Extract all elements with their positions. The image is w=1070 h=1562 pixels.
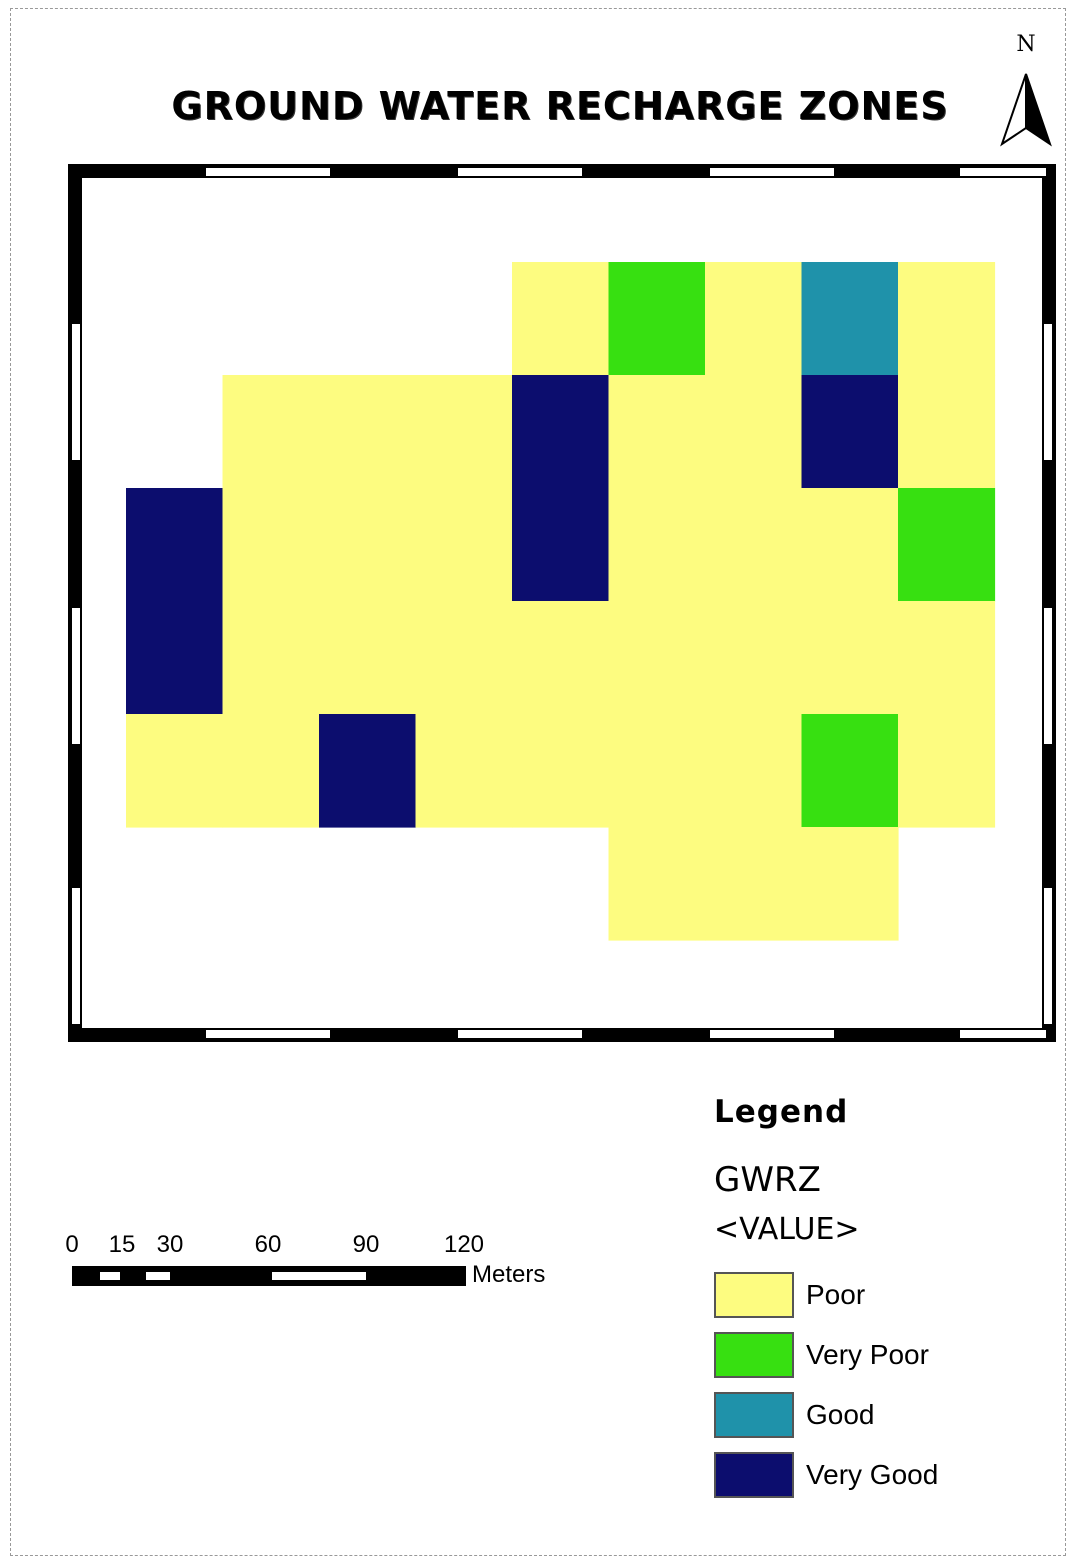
graticule-ticks-left (72, 324, 80, 1024)
scale-tick-label: 120 (444, 1231, 484, 1258)
zone-cell-poor (222, 714, 320, 828)
legend-item-good: Good (714, 1385, 1054, 1445)
zone-cell-poor (801, 488, 899, 602)
scale-tick-label: 0 (65, 1231, 78, 1258)
zone-cell-poor (222, 601, 320, 715)
zone-cell-poor (705, 714, 803, 828)
zone-cell-poor (319, 488, 417, 602)
zone-cell-poor (319, 375, 417, 489)
north-arrow-icon (1000, 73, 1052, 147)
zone-cell-poor (705, 488, 803, 602)
legend-field-name: <VALUE> (714, 1212, 860, 1247)
legend-label: Good (806, 1399, 875, 1430)
legend: Legend GWRZ <VALUE> Poor Very Poor Good … (714, 1094, 1054, 1505)
page-border (10, 8, 1066, 1556)
legend-swatch (714, 1272, 794, 1318)
legend-swatch (714, 1392, 794, 1438)
map-title: GROUND WATER RECHARGE ZONES (171, 84, 949, 128)
zone-cell-poor (415, 375, 513, 489)
zone-cell-very-good (801, 375, 899, 489)
graticule-ticks-bottom (206, 1030, 1046, 1038)
zone-cell-poor (608, 375, 706, 489)
map-frame (68, 164, 1056, 1042)
zone-cell-poor (705, 375, 803, 489)
zone-cell-very-good (512, 375, 610, 489)
zone-cell-poor (126, 714, 224, 828)
zone-cell-poor (222, 488, 320, 602)
scale-bar-body (72, 1266, 466, 1286)
legend-layer-name: GWRZ (714, 1160, 821, 1200)
legend-items: Poor Very Poor Good Very Good (714, 1265, 1054, 1505)
legend-label: Poor (806, 1279, 866, 1310)
zone-cell-very-good (126, 488, 224, 602)
zone-cell-poor (898, 262, 996, 376)
zone-cell-poor (705, 262, 803, 376)
scale-tick-label: 15 (109, 1231, 136, 1258)
zone-cell-poor (801, 601, 899, 715)
scale-segment (272, 1272, 366, 1280)
legend-item-poor: Poor (714, 1265, 1054, 1325)
legend-item-very-good: Very Good (714, 1445, 1054, 1505)
zone-cell-poor (898, 714, 996, 828)
zone-cell-very-poor (898, 488, 996, 602)
legend-swatch (714, 1452, 794, 1498)
zone-cell-poor (608, 601, 706, 715)
zone-cell-very-good (512, 488, 610, 602)
scale-tick-label: 30 (157, 1231, 184, 1258)
zone-cell-poor (705, 601, 803, 715)
zone-cell-poor (705, 827, 803, 941)
legend-title: Legend (714, 1094, 849, 1130)
scale-tick-label: 90 (353, 1231, 380, 1258)
zone-cell-very-poor (608, 262, 706, 376)
zone-cell-good (801, 262, 899, 376)
scale-unit: Meters (472, 1261, 545, 1288)
zone-cell-poor (415, 714, 513, 828)
legend-label: Very Poor (806, 1339, 929, 1370)
scale-bar: 0 15 30 60 90 120 Meters (65, 1231, 545, 1288)
graticule-ticks-right (1044, 324, 1052, 1024)
zone-cell-poor (801, 827, 899, 941)
north-arrow: N (1000, 32, 1052, 150)
graticule-ticks-top (206, 168, 1046, 176)
zone-cell-poor (608, 488, 706, 602)
scale-segment (100, 1272, 120, 1280)
zone-cell-poor (512, 714, 610, 828)
zone-cell-poor (608, 827, 706, 941)
zone-cell-poor (319, 601, 417, 715)
scale-segment (146, 1272, 170, 1280)
legend-swatch (714, 1332, 794, 1378)
zone-cell-poor (512, 601, 610, 715)
zone-cell-poor (608, 714, 706, 828)
zone-cell-very-good (319, 714, 417, 828)
zone-cell-poor (898, 601, 996, 715)
zone-cell-very-good (126, 601, 224, 715)
zone-cell-poor (415, 601, 513, 715)
zone-cell-poor (512, 262, 610, 376)
recharge-zone-grid (126, 262, 996, 941)
legend-item-very-poor: Very Poor (714, 1325, 1054, 1385)
zone-cell-poor (898, 375, 996, 489)
zone-cell-very-poor (801, 714, 899, 828)
north-letter: N (1016, 32, 1036, 57)
zone-cell-poor (222, 375, 320, 489)
zone-cell-poor (415, 488, 513, 602)
legend-label: Very Good (806, 1459, 939, 1490)
scale-tick-label: 60 (255, 1231, 282, 1258)
